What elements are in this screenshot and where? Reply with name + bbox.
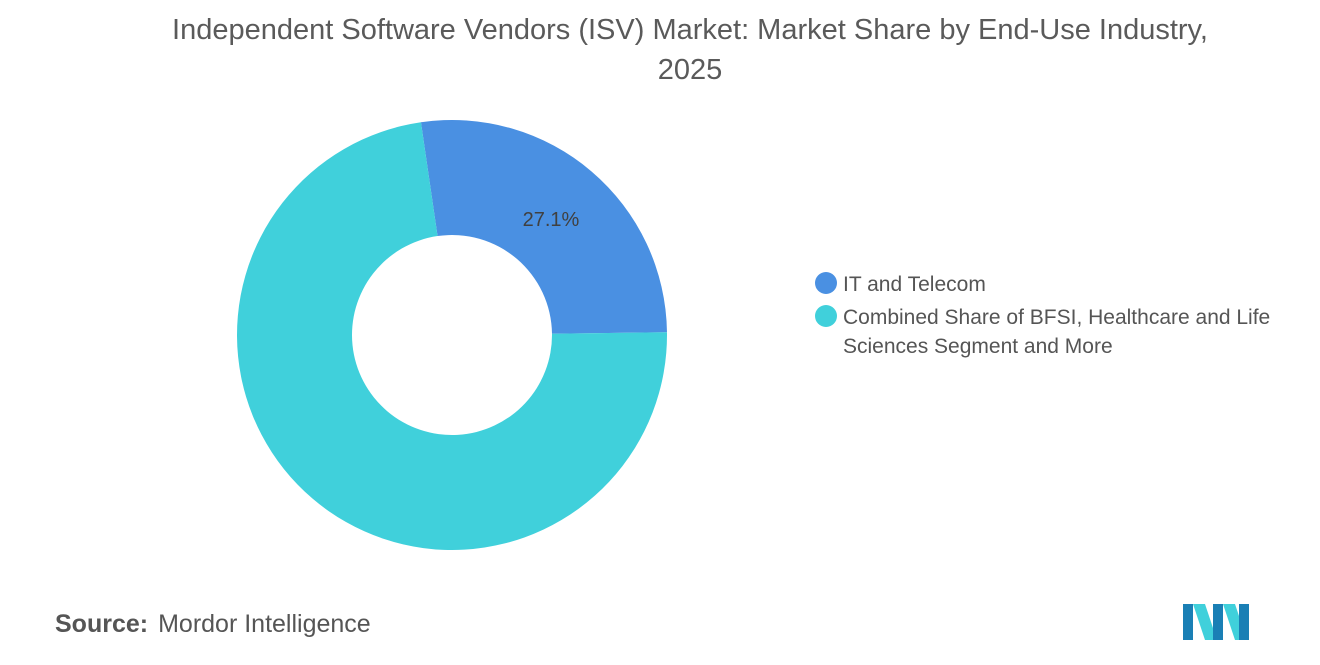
legend-label-combined-share: Combined Share of BFSI, Healthcare and L… [843, 306, 1271, 358]
legend-item-combined-share: Combined Share of BFSI, Healthcare and L… [815, 303, 1285, 361]
source-line: Source: Mordor Intelligence [55, 610, 371, 639]
donut-slice-1 [236, 122, 668, 551]
mordor-intelligence-logo-icon [1183, 604, 1249, 640]
source-label: Source: [55, 610, 149, 638]
legend-swatch-combined-share [815, 305, 837, 327]
chart-title: Independent Software Vendors (ISV) Marke… [172, 14, 1208, 86]
legend-item-it-telecom: IT and Telecom [815, 270, 1285, 299]
source-text: Mordor Intelligence [158, 610, 371, 638]
legend-label-it-telecom: IT and Telecom [843, 273, 986, 296]
legend: IT and Telecom Combined Share of BFSI, H… [815, 270, 1285, 365]
donut-slice-0 [420, 120, 667, 334]
donut-slice-label-0: 27.1% [523, 209, 580, 231]
legend-swatch-it-telecom [815, 272, 837, 294]
